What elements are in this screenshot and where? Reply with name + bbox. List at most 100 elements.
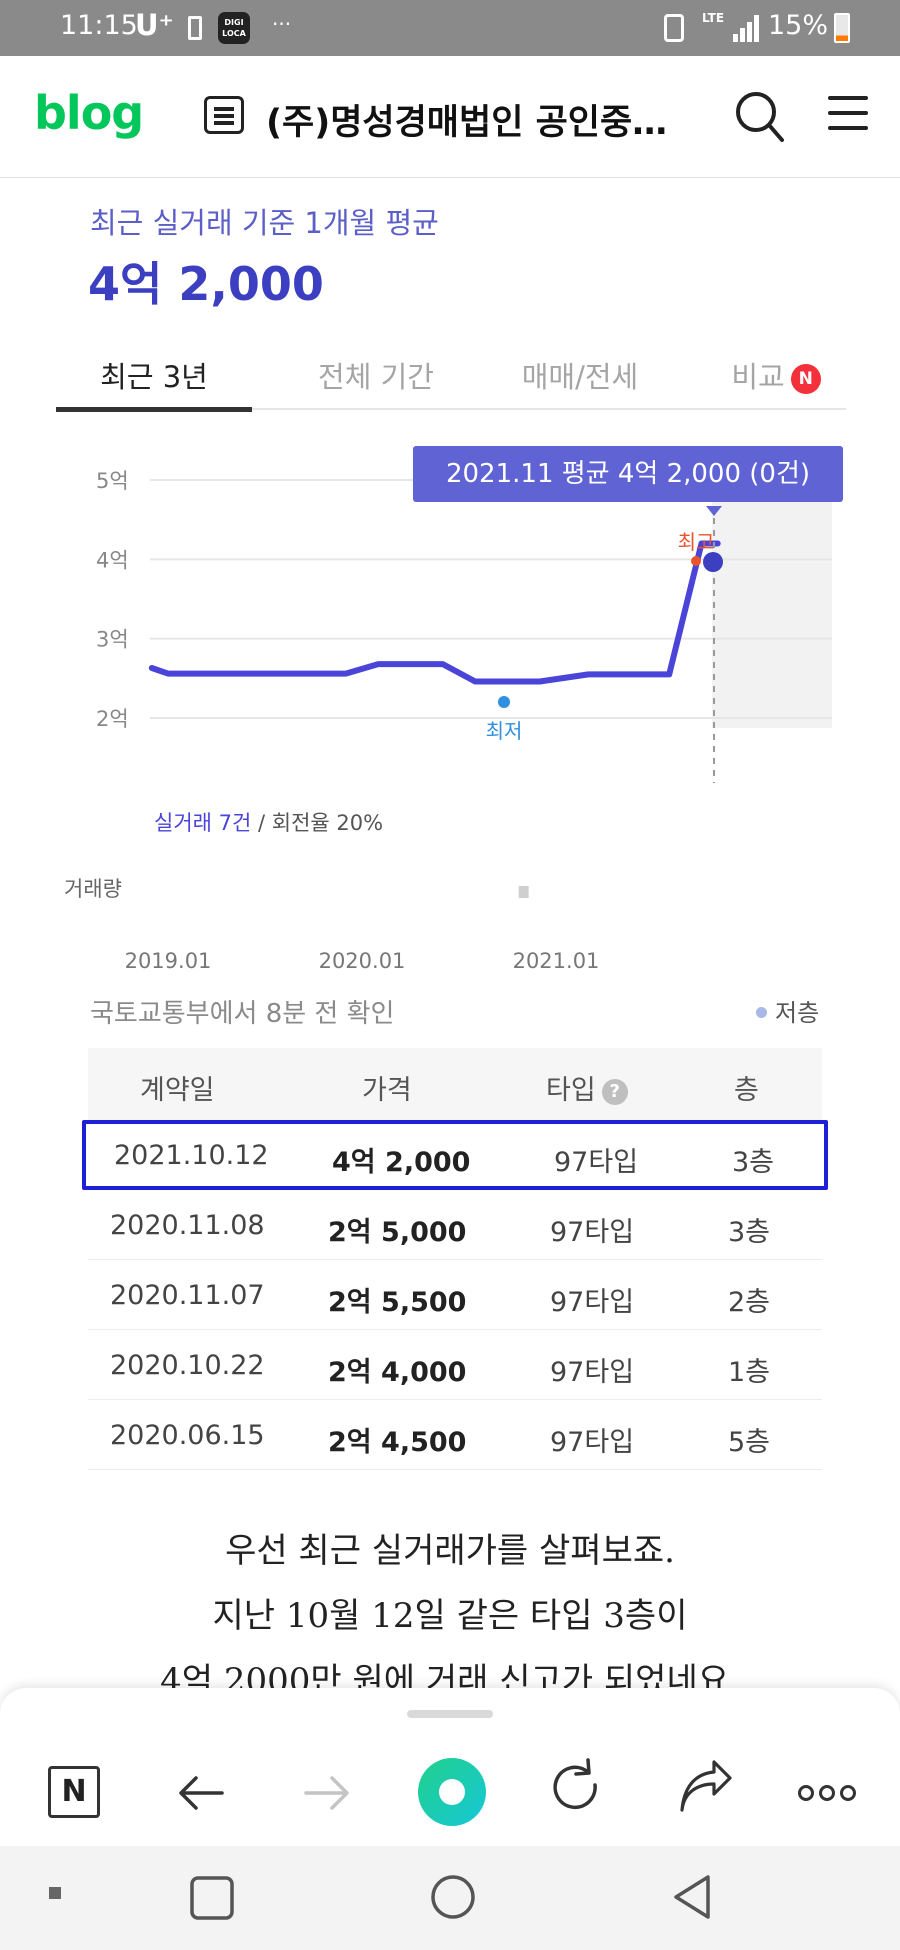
x-tick-label: 2019.01 [125,949,212,973]
post-content: 최근 실거래 기준 1개월 평균 4억 2,000 최근 3년 전체 기간 매매… [0,178,900,1688]
blog-logo[interactable]: blog [34,86,144,140]
more-notifications-icon: ··· [272,12,292,36]
vibrate-icon [664,14,684,42]
more-icon[interactable] [792,1748,862,1818]
cell-type: 97타입 [550,1287,635,1318]
app-badge-icon: DIGI LOCA [218,12,250,44]
cell-date: 2020.10.22 [110,1350,265,1381]
table-row[interactable]: 2020.10.22 2억 4,000 97타입 1층 [88,1330,822,1400]
cell-floor: 2층 [728,1287,771,1318]
tab-label: 비교 [731,360,785,394]
recent-apps-icon[interactable] [188,1874,238,1924]
stats-rate: / 회전율 20% [251,811,383,835]
col-type-label: 타입 [546,1075,596,1106]
status-bar: 11:15 U⁺ DIGI LOCA ··· LTE 15% [0,0,900,56]
x-tick-label: 2021.01 [513,949,600,973]
y-tick-label: 3억 [96,628,129,652]
carrier-label: U⁺ [135,8,174,42]
tab-label: 전체 기간 [318,360,434,394]
app-header: blog (주)명성경매법인 공인중… [0,56,900,178]
table-row[interactable]: 2020.11.07 2억 5,500 97타입 2층 [88,1260,822,1330]
tab-label: 최근 3년 [100,360,208,394]
forward-arrow-icon[interactable] [292,1748,362,1818]
chart-tooltip: 2021.11 평균 4억 2,000 (0건) [413,446,843,502]
system-nav-bar [0,1846,900,1950]
signal-icon [733,14,763,42]
source-note: 국토교통부에서 8분 전 확인 [90,999,395,1029]
status-time: 11:15 [60,10,138,41]
menu-icon[interactable] [828,96,868,130]
floor-legend: 저층 [756,993,819,1028]
x-axis-ticks: 2019.01 2020.01 2021.01 [125,949,600,973]
high-marker-label: 최고 [678,530,715,554]
col-type: 타입? [546,1068,628,1107]
post-list-icon[interactable] [204,96,244,134]
home-icon[interactable] [428,1872,478,1922]
tab-all-period[interactable]: 전체 기간 [278,354,474,410]
low-point [498,696,510,708]
cell-type: 97타입 [554,1147,639,1178]
battery-icon [834,13,850,43]
cell-floor: 5층 [728,1427,771,1458]
volume-label: 거래량 [64,877,122,898]
sim-icon [188,16,202,40]
cell-floor: 3층 [728,1217,771,1248]
cell-floor: 1층 [728,1357,771,1388]
col-date: 계약일 [140,1075,215,1106]
body-paragraph-line: 4억 2000만 원에 거래 신고가 되었네요. [160,1661,740,1688]
table-header: 계약일 가격 타입? 층 [88,1048,822,1120]
low-marker-label: 최저 [486,719,523,743]
tab-trade-jeonse[interactable]: 매매/전세 [482,354,678,410]
table-row-highlighted[interactable]: 2021.10.12 4억 2,000 97타입 3층 [82,1120,828,1190]
cell-price: 2억 4,500 [328,1427,467,1458]
table-body: 2021.10.12 4억 2,000 97타입 3층 2020.11.08 2억 5,0… [82,1120,828,1470]
dot-indicator-icon [49,1887,61,1899]
y-tick-label: 2억 [96,707,129,731]
volume-bar [518,886,529,898]
green-dot-button[interactable] [418,1758,486,1826]
table-row[interactable]: 2020.06.15 2억 4,500 97타입 5층 [88,1400,822,1470]
cell-floor: 3층 [732,1147,775,1178]
blog-title[interactable]: (주)명성경매법인 공인중… [266,103,668,143]
naver-home-button[interactable]: N [48,1766,100,1818]
back-arrow-icon[interactable] [166,1748,236,1818]
col-floor: 층 [734,1075,759,1106]
col-price: 가격 [362,1075,412,1106]
body-paragraph-line: 우선 최근 실거래가를 살펴보죠. [225,1531,675,1571]
transactions-table: 계약일 가격 타입? 층 2021.10.12 4억 2,000 97타입 3층 202… [82,1048,828,1470]
tab-label: 매매/전세 [521,360,639,394]
help-icon[interactable]: ? [601,1079,628,1105]
body-paragraph-line: 지난 10월 12일 같은 타입 3층이 [212,1596,688,1636]
tab-recent-3y[interactable]: 최근 3년 [56,354,252,412]
cell-price: 2억 4,000 [328,1357,467,1388]
cell-price: 2억 5,000 [328,1217,467,1248]
y-tick-label: 5억 [96,469,129,493]
stats-label: 실거래 7건 / 회전율 20% [154,811,383,835]
cell-date: 2020.11.08 [110,1210,265,1241]
share-icon[interactable] [668,1748,738,1818]
table-row[interactable]: 2020.11.08 2억 5,000 97타입 3층 [88,1190,822,1260]
average-label: 최근 실거래 기준 1개월 평균 [90,206,439,240]
tab-compare[interactable]: 비교 N [696,354,856,410]
price-chart[interactable]: 5억 4억 3억 2억 최고 최저 실거래 7건 / 회전율 20% 거래량 [0,438,900,898]
battery-percent: 15% [768,10,829,41]
period-tabs: 최근 3년 전체 기간 매매/전세 비교 N [56,354,846,412]
y-tick-label: 4억 [96,548,129,572]
back-triangle-icon[interactable] [668,1872,718,1922]
cell-type: 97타입 [550,1217,635,1248]
stats-count: 실거래 7건 [154,811,251,835]
price-line [148,540,721,685]
legend-dot [756,1007,767,1018]
new-badge: N [790,364,821,394]
cell-date: 2020.11.07 [110,1280,265,1311]
cell-price: 4억 2,000 [332,1147,471,1178]
search-icon[interactable] [734,90,784,144]
average-value: 4억 2,000 [88,257,324,311]
lte-icon: LTE [702,11,725,25]
refresh-icon[interactable] [542,1748,612,1818]
legend-label: 저층 [775,999,820,1027]
current-point [703,552,723,572]
cell-type: 97타입 [550,1427,635,1458]
drag-handle[interactable] [407,1710,493,1718]
x-tick-label: 2020.01 [319,949,406,973]
